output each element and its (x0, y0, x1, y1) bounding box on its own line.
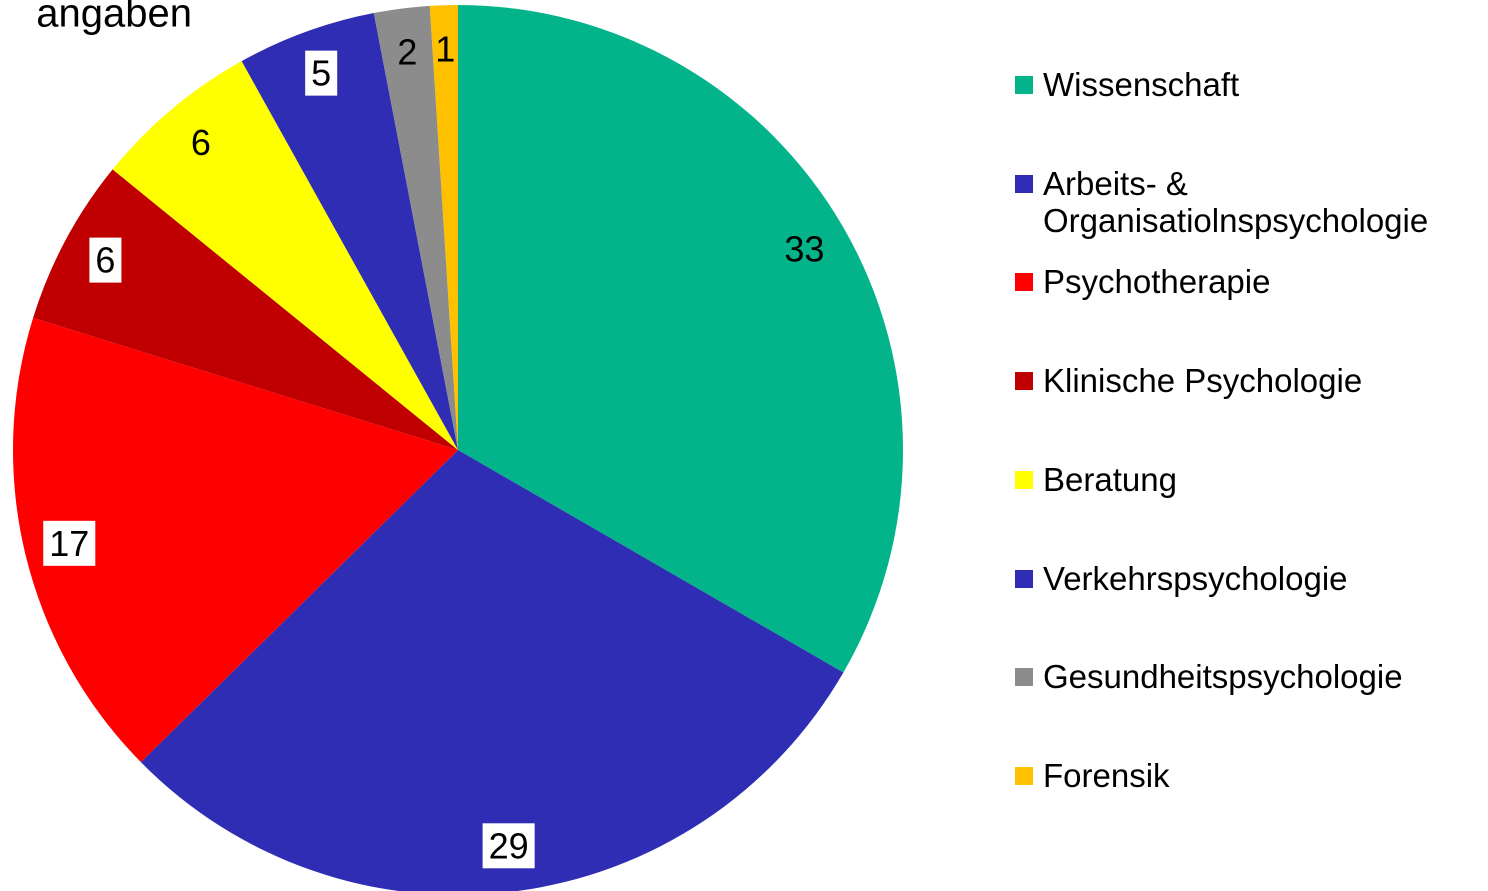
legend-label: Gesundheitspsychologie (1043, 658, 1403, 696)
data-label-box (305, 50, 338, 96)
legend-item: Beratung (1015, 461, 1485, 498)
legend-swatch (1015, 372, 1033, 391)
data-label-group: 17 (43, 520, 96, 566)
legend-label: Beratung (1043, 460, 1177, 498)
data-label-box (89, 237, 122, 283)
data-label-group: 29 (482, 823, 535, 869)
legend-item: Psychotherapie (1015, 263, 1485, 300)
data-label: 17 (49, 523, 89, 564)
data-label: 6 (95, 240, 115, 281)
pie-slice (458, 5, 903, 673)
legend-swatch (1015, 569, 1033, 588)
data-label: 6 (191, 122, 211, 163)
legend-label: Arbeits- & Organisatiolnspsychologie (1043, 164, 1429, 239)
data-label: 1 (435, 29, 455, 70)
legend-label: Verkehrspsychologie (1043, 559, 1348, 597)
data-label: 2 (397, 32, 417, 73)
legend-label: Klinische Psychologie (1043, 362, 1363, 400)
pie-slice (33, 169, 458, 451)
data-label-group: 33 (784, 229, 824, 270)
data-label-group: 1 (435, 29, 455, 70)
legend-swatch (1015, 668, 1033, 687)
legend-swatch (1015, 174, 1033, 193)
legend-swatch (1015, 470, 1033, 489)
pie-slice (241, 13, 458, 451)
legend-item: Klinische Psychologie (1015, 362, 1485, 399)
legend-label: Wissenschaft (1043, 66, 1240, 103)
legend-item: Gesundheitspsychologie (1015, 658, 1485, 695)
data-label-group: 5 (305, 50, 338, 96)
data-label-group: 2 (397, 32, 417, 73)
legend-item: Forensik (1015, 757, 1485, 794)
legend-swatch (1015, 273, 1033, 292)
legend-swatch (1015, 76, 1033, 94)
data-label-box (482, 823, 535, 869)
legend-item: Arbeits- & Organisatiolnspsychologie (1015, 165, 1485, 239)
data-label: 29 (489, 825, 529, 866)
data-label-box (43, 520, 96, 566)
legend-label: Forensik (1043, 756, 1170, 794)
data-label: 33 (784, 229, 824, 270)
chart-title: angaben (36, 0, 192, 36)
pie-slice (429, 5, 458, 450)
pie-slice (112, 61, 459, 451)
legend-swatch (1015, 766, 1033, 785)
legend-label: Psychotherapie (1043, 263, 1271, 301)
pie-slice (140, 450, 844, 891)
data-label-group: 6 (191, 122, 211, 163)
data-label: 5 (311, 53, 331, 94)
legend-item: Wissenschaft (1015, 66, 1485, 103)
data-label-group: 6 (89, 237, 122, 283)
pie-slice (12, 317, 459, 763)
pie-area: angaben 33 29 17 6 6 5 2 1 (12, 0, 903, 891)
legend-item: Verkehrspsychologie (1015, 560, 1485, 597)
pie-slice (373, 5, 458, 450)
